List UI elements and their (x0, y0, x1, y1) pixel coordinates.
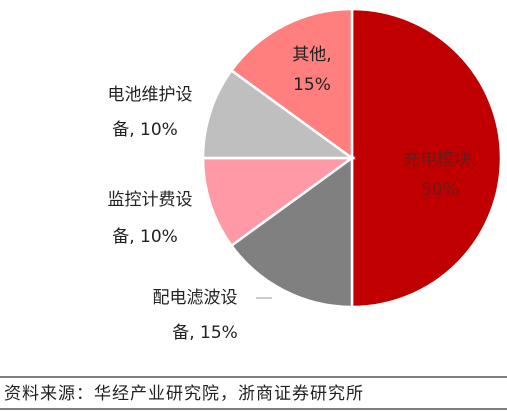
slice-label: 备, 10% (112, 120, 178, 140)
source-note: 资料来源：华经产业研究院，浙商证券研究所 (4, 384, 364, 404)
slice-label: 充电模块, (403, 150, 476, 170)
slice-label: 监控计费设 (108, 190, 193, 210)
slice-label: 15% (293, 75, 331, 95)
slice-label: 备, 10% (112, 227, 178, 247)
slice-label: 配电滤波设 (153, 288, 238, 308)
pie-slice (229, 155, 354, 309)
slice-label: 其他, (292, 45, 331, 65)
pie-slice (201, 156, 356, 248)
pie-slice (229, 7, 354, 161)
slice-label: 50% (421, 180, 459, 200)
slice-label: 备, 15% (172, 323, 238, 343)
pie-slice (201, 68, 356, 160)
slice-label: 电池维护设 (108, 85, 193, 105)
pie-slice (350, 7, 503, 309)
